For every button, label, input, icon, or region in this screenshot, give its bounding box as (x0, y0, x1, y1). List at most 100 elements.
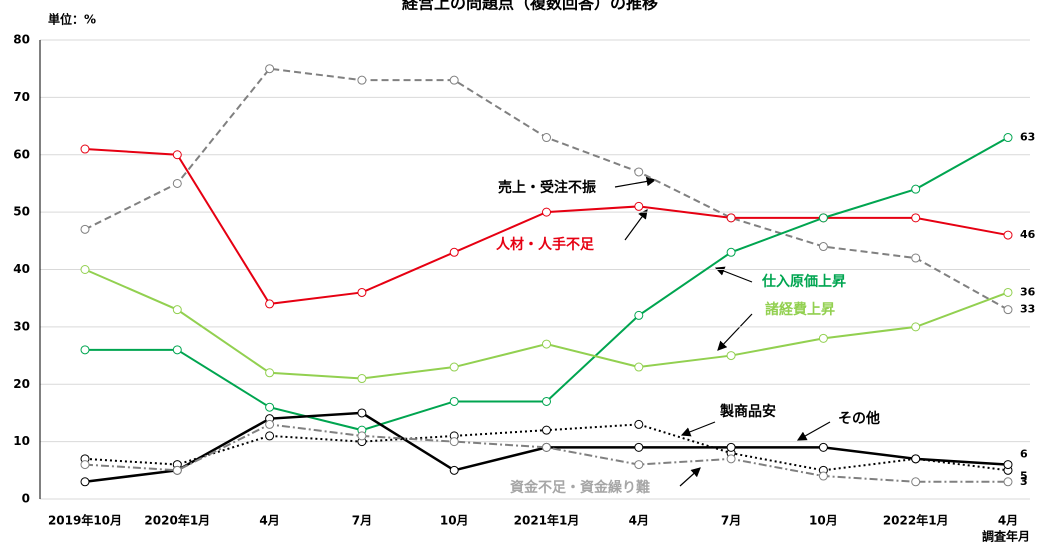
x-tick-label: 2020年1月 (144, 513, 210, 528)
data-label: 6 (1020, 448, 1028, 461)
y-tick-label: 10 (13, 434, 30, 448)
annotation-arrows (614, 176, 831, 487)
data-point (634, 460, 644, 470)
x-tick-label: 4月 (629, 514, 649, 528)
series-annotation: 資金不足・資金繰り難 (510, 479, 650, 496)
series-line (84, 268, 1009, 380)
chart-title: 経営上の問題点（複数回答）の推移 (402, 0, 658, 13)
data-point (542, 442, 551, 452)
data-point (634, 362, 644, 372)
x-tick-label: 7月 (721, 514, 741, 528)
x-axis-label: 調査年月 (982, 529, 1030, 544)
data-point (911, 477, 921, 487)
data-point (1003, 287, 1013, 297)
data-point (265, 299, 275, 309)
data-point (1003, 133, 1013, 143)
y-tick-label: 50 (13, 205, 30, 219)
data-point (911, 322, 921, 332)
data-point (1003, 305, 1013, 315)
data-point (80, 144, 90, 154)
data-point (265, 368, 275, 378)
data-point (80, 224, 90, 234)
y-tick-label: 0 (22, 492, 30, 506)
data-point (172, 178, 182, 188)
data-point (911, 253, 921, 263)
data-point (1003, 477, 1013, 487)
data-point (357, 374, 367, 384)
data-label: 5 (1020, 469, 1028, 482)
data-label: 3 (1020, 475, 1028, 488)
data-point (172, 150, 182, 160)
data-point (726, 351, 736, 361)
y-tick-label: 60 (13, 147, 30, 161)
series-annotation: その他 (838, 410, 880, 427)
data-point (726, 247, 736, 257)
data-point (911, 454, 921, 464)
data-point (357, 287, 367, 297)
data-point (357, 431, 367, 441)
data-point (357, 408, 367, 418)
data-point (449, 396, 459, 406)
x-tick-label: 7月 (352, 514, 372, 528)
data-point (449, 465, 459, 475)
series-annotation: 売上・受注不振 (498, 179, 596, 196)
data-point (265, 431, 275, 441)
data-label: 63 (1020, 131, 1035, 144)
data-point (726, 442, 736, 452)
data-point (172, 345, 182, 355)
y-tick-label: 20 (13, 377, 30, 391)
series-line (84, 423, 1008, 483)
x-tick-label: 4月 (998, 514, 1018, 528)
data-point (80, 265, 90, 274)
data-point (80, 460, 90, 470)
x-tick-label: 10月 (809, 514, 838, 528)
data-point (265, 419, 275, 429)
data-point (1003, 230, 1013, 240)
y-tick-label: 80 (13, 33, 30, 47)
y-tick-label: 30 (13, 319, 30, 333)
series-annotation: 仕入原価上昇 (761, 273, 846, 290)
data-point (634, 419, 644, 429)
data-point (542, 133, 551, 143)
data-point (80, 345, 90, 355)
data-point (542, 425, 551, 435)
data-point (449, 75, 459, 85)
data-point (818, 333, 828, 343)
data-point (634, 310, 644, 320)
data-point (818, 213, 828, 223)
series-line (84, 148, 1009, 305)
data-point (80, 477, 90, 487)
data-point (265, 402, 275, 412)
x-tick-label: 4月 (259, 514, 279, 528)
data-point (634, 201, 644, 211)
series-annotation: 諸経費上昇 (765, 301, 835, 318)
data-point (818, 442, 828, 452)
data-point (911, 213, 921, 223)
data-label: 33 (1020, 303, 1035, 316)
x-tick-label: 2021年1月 (514, 513, 580, 528)
y-unit: 単位：% (48, 12, 96, 27)
data-point (634, 442, 644, 452)
y-tick-label: 40 (13, 262, 30, 276)
y-tick-label: 70 (13, 90, 30, 104)
data-point (265, 64, 275, 74)
data-point (818, 242, 828, 252)
series-annotation: 製商品安 (719, 403, 776, 420)
data-point (726, 213, 736, 223)
data-point (634, 167, 644, 177)
x-tick-label: 2022年1月 (883, 513, 949, 528)
data-point (172, 305, 182, 315)
series-annotation: 人材・人手不足 (496, 236, 595, 253)
data-point (357, 75, 367, 85)
data-point (449, 437, 459, 447)
data-point (726, 454, 736, 464)
data-point (449, 362, 459, 372)
data-label: 36 (1020, 285, 1036, 298)
x-tick-label: 10月 (440, 514, 469, 528)
data-label: 46 (1020, 228, 1036, 241)
data-point (542, 339, 551, 349)
data-point (911, 184, 921, 194)
data-point (449, 247, 459, 257)
data-point (542, 207, 551, 217)
